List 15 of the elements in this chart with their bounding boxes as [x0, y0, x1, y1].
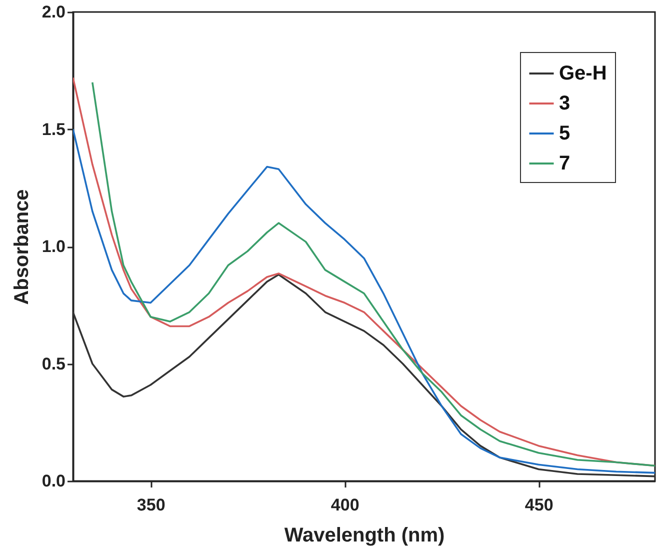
- legend-label: 5: [559, 122, 570, 144]
- x-tick-label: 400: [330, 496, 360, 514]
- y-tick-label: 1.0: [42, 237, 66, 256]
- y-tick-label: 1.5: [42, 120, 66, 139]
- y-tick-label: 0.5: [42, 354, 66, 374]
- y-axis-title: Absorbance: [10, 189, 33, 305]
- legend-label: 7: [559, 152, 570, 174]
- legend-label: Ge-H: [559, 62, 607, 84]
- y-tick-label: 2.0: [42, 2, 66, 22]
- y-tick-label: 0.0: [42, 472, 66, 490]
- line-series: [73, 274, 655, 478]
- x-tick-label: 350: [136, 496, 166, 514]
- x-tick-label: 450: [524, 496, 554, 514]
- legend-label: 3: [559, 92, 570, 114]
- x-axis-title: Wavelength (nm): [284, 524, 445, 546]
